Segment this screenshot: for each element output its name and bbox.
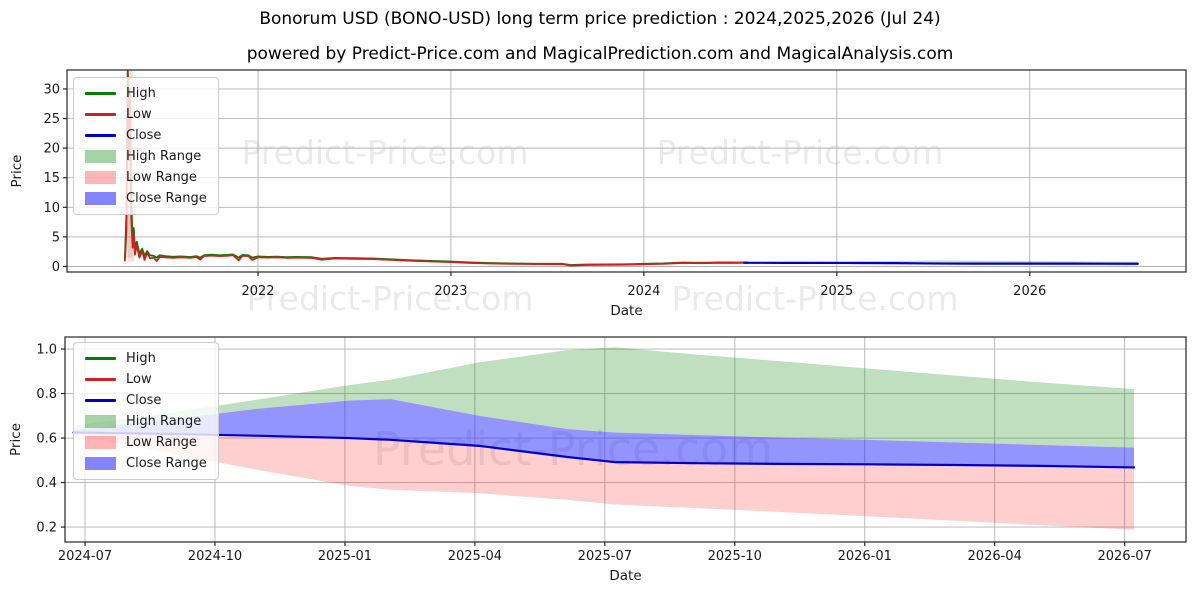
x-tick-label: 2026 <box>1013 284 1046 299</box>
x-tick-label: 2024-07 <box>58 549 112 564</box>
x-tick-label: 2025-01 <box>318 549 372 564</box>
y-tick-label: 25 <box>43 112 60 127</box>
close-line-swatch <box>85 134 116 137</box>
high-line-swatch <box>85 92 116 95</box>
y-tick-label: 0 <box>52 260 60 275</box>
low-range-band <box>73 432 1135 530</box>
legend-item-high: High <box>85 86 207 101</box>
y-tick-label: 5 <box>52 230 60 245</box>
legend-label: Close Range <box>126 191 207 206</box>
legend-item-high-range: High Range <box>85 414 207 429</box>
y-tick-label: 1.0 <box>36 343 57 358</box>
legend-bottom-chart: High Low Close High Range Low Range Clos… <box>73 342 219 480</box>
figure-subtitle: powered by Predict-Price.com and Magical… <box>246 44 954 64</box>
x-tick-label: 2025-07 <box>578 549 632 564</box>
x-axis-label: Date <box>610 303 642 319</box>
x-tick-label: 2025-04 <box>448 549 502 564</box>
legend-label: Low <box>126 372 152 387</box>
close-range-patch-swatch <box>85 457 116 470</box>
y-tick-label: 10 <box>43 201 60 216</box>
plot-border <box>64 336 1187 543</box>
close-range-patch-swatch <box>85 192 116 205</box>
legend-top-chart: High Low Close High Range Low Range Clos… <box>73 77 219 215</box>
legend-item-close-range: Close Range <box>85 191 207 206</box>
x-tick-label: 2024 <box>627 284 660 299</box>
y-axis-label: Price <box>8 423 24 456</box>
figure-title: Bonorum USD (BONO-USD) long term price p… <box>259 9 941 29</box>
y-tick-label: 0.8 <box>36 387 57 402</box>
low-series-line <box>123 71 749 267</box>
legend-item-low: Low <box>85 107 207 122</box>
y-axis-label: Price <box>9 155 25 188</box>
legend-label: Low <box>126 107 152 122</box>
legend-item-close: Close <box>85 128 207 143</box>
x-tick-label: 2025-10 <box>708 549 762 564</box>
legend-item-close-range: Close Range <box>85 456 207 471</box>
legend-item-high: High <box>85 351 207 366</box>
low-range-patch-swatch <box>85 171 116 184</box>
legend-label: High <box>126 351 156 366</box>
legend-label: High <box>126 86 156 101</box>
high-line-swatch <box>85 357 116 360</box>
high-range-patch-swatch <box>85 150 116 163</box>
x-tick-label: 2026-04 <box>968 549 1022 564</box>
x-tick-label: 2026-01 <box>838 549 892 564</box>
close-prediction-line <box>72 431 1136 469</box>
legend-label: Close <box>126 128 162 143</box>
plot-border <box>66 69 1187 273</box>
x-tick-label: 2025 <box>820 284 853 299</box>
y-tick-label: 20 <box>43 142 60 157</box>
legend-item-low-range: Low Range <box>85 435 207 450</box>
legend-item-close: Close <box>85 393 207 408</box>
close-line-swatch <box>85 399 116 402</box>
legend-label: Close <box>126 393 162 408</box>
close-range-band <box>73 399 1135 468</box>
legend-item-low: Low <box>85 372 207 387</box>
legend-item-high-range: High Range <box>85 149 207 164</box>
y-tick-label: 0.2 <box>36 521 57 536</box>
legend-label: High Range <box>126 149 202 164</box>
close-prediction-line <box>743 261 1139 265</box>
legend-item-low-range: Low Range <box>85 170 207 185</box>
x-tick-label: 2022 <box>241 284 274 299</box>
legend-label: Low Range <box>126 435 197 450</box>
y-tick-label: 0.4 <box>36 476 57 491</box>
y-tick-label: 0.6 <box>36 432 57 447</box>
x-tick-label: 2023 <box>434 284 467 299</box>
legend-label: High Range <box>126 414 202 429</box>
x-axis-label: Date <box>609 568 641 584</box>
high-range-prediction-band <box>744 260 1138 264</box>
low-range-patch-swatch <box>85 436 116 449</box>
low-line-swatch <box>85 378 116 381</box>
price-prediction-chart: 2024-07 2024-10 2025-01 2025-04 2025-07 2025-… <box>8 336 1187 584</box>
legend-label: Close Range <box>126 456 207 471</box>
high-range-band <box>73 347 1135 448</box>
low-line-swatch <box>85 113 116 116</box>
legend-label: Low Range <box>126 170 197 185</box>
high-range-patch-swatch <box>85 415 116 428</box>
x-tick-label: 2026-07 <box>1097 549 1151 564</box>
y-tick-label: 30 <box>43 82 60 97</box>
y-tick-label: 15 <box>43 171 60 186</box>
x-tick-label: 2024-10 <box>188 549 242 564</box>
